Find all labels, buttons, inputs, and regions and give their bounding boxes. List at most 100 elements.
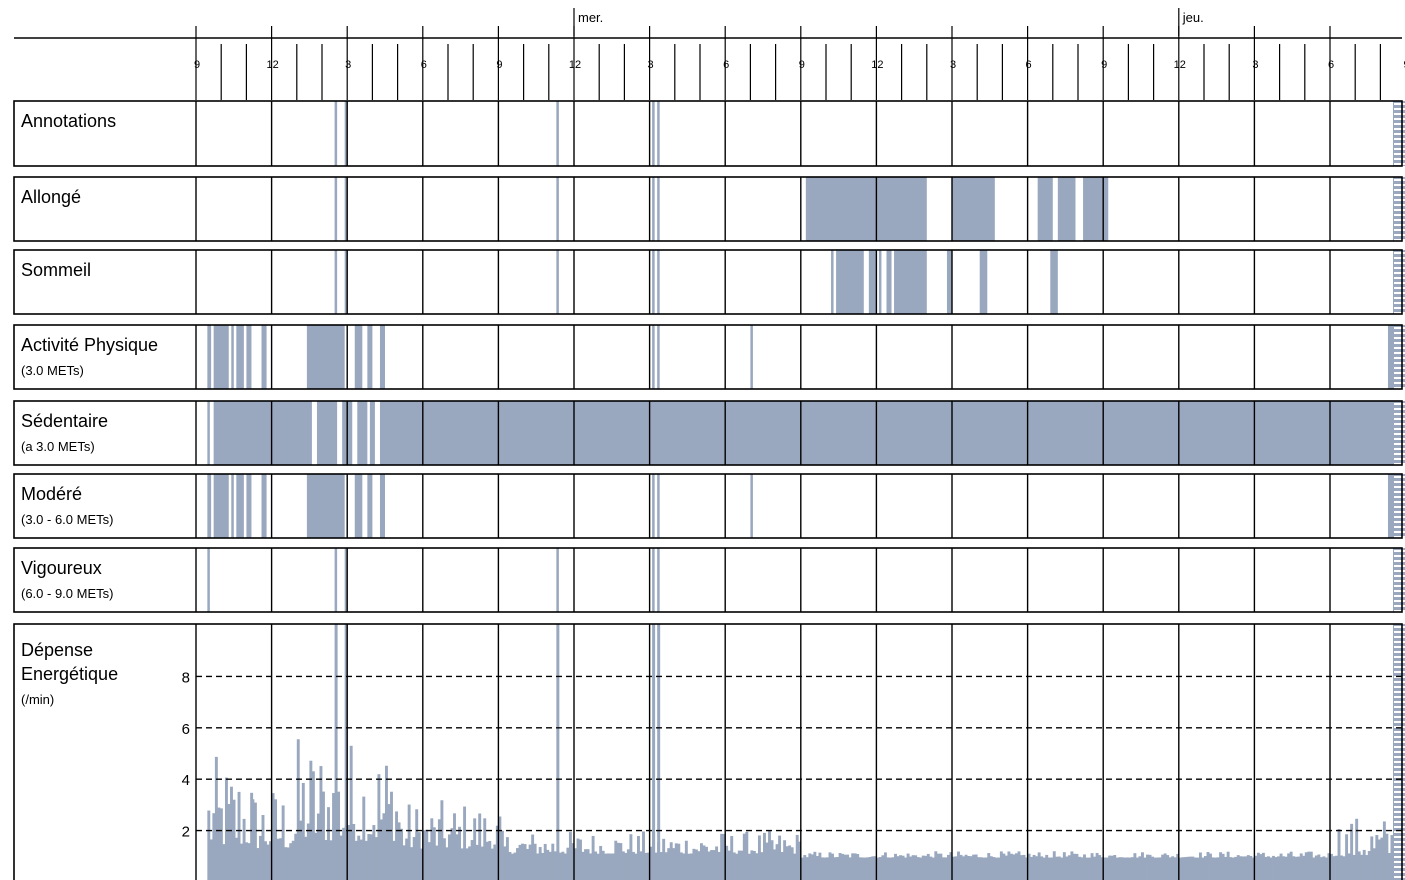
energy-bar	[415, 809, 419, 880]
energy-bar	[523, 844, 527, 880]
energy-bar	[1115, 857, 1119, 880]
energy-bar	[1173, 857, 1177, 880]
axis-tick-label: 3	[345, 59, 351, 71]
energy-bar	[1229, 857, 1233, 880]
bar-vigoureux-2	[344, 548, 348, 612]
energy-bar	[654, 852, 658, 880]
energy-bar	[1292, 856, 1296, 880]
axis-tick-label: 9	[1404, 59, 1405, 71]
energy-bar	[503, 846, 507, 880]
energy-bar	[329, 840, 333, 880]
bar-modere-1	[213, 474, 229, 538]
energy-bar	[1350, 823, 1354, 880]
energy-bar	[279, 838, 283, 880]
energy-bar	[309, 760, 313, 880]
energy-bar	[1057, 856, 1061, 880]
energy-bar	[227, 804, 231, 880]
energy-bar	[1327, 853, 1331, 880]
energy-bar	[1367, 850, 1371, 880]
energy-bar	[707, 851, 711, 880]
energy-bar	[274, 799, 278, 880]
energy-bar	[1088, 857, 1091, 880]
energy-bar	[453, 813, 456, 880]
energy-bar	[1022, 854, 1026, 880]
bar-activite-2	[231, 325, 234, 389]
energy-bar	[1234, 856, 1238, 880]
energy-bar	[926, 853, 930, 880]
energy-bar	[1015, 853, 1018, 880]
bar-vigoureux-1	[334, 548, 338, 612]
energy-bar	[944, 857, 948, 880]
energy-bar	[1191, 856, 1195, 880]
energy-bar	[349, 745, 353, 880]
energy-bar	[521, 843, 524, 880]
energy-bar	[1080, 857, 1084, 880]
energy-bar	[470, 840, 474, 880]
energy-bar	[319, 766, 323, 880]
axis-tick-label: 12	[266, 59, 278, 71]
energy-bar	[505, 837, 509, 880]
energy-bar	[1362, 849, 1366, 880]
energy-bar	[1216, 857, 1220, 880]
energy-bar	[1324, 857, 1328, 880]
energy-bar	[212, 813, 216, 880]
energy-bar	[964, 854, 968, 880]
energy-bar	[1211, 857, 1215, 880]
energy-bar	[997, 857, 1001, 880]
energy-bar	[385, 765, 388, 880]
energy-bar	[352, 823, 356, 880]
energy-bar	[1045, 854, 1049, 880]
energy-bar	[337, 791, 341, 880]
energy-bar	[1385, 833, 1389, 880]
energy-bar	[954, 856, 958, 880]
energy-bar	[374, 837, 378, 880]
energy-bar	[1357, 851, 1361, 880]
energy-bar	[536, 853, 540, 880]
energy-bar	[763, 832, 766, 880]
energy-bar	[594, 851, 598, 880]
day-label-0: mer.	[578, 10, 603, 25]
panel-frame-vigoureux	[13, 547, 1403, 613]
energy-bar	[1070, 851, 1074, 880]
energy-bar	[979, 857, 983, 880]
energy-bar	[1027, 853, 1031, 880]
axis-tick-label: 6	[723, 59, 729, 71]
energy-bar	[1352, 854, 1356, 880]
energy-bar	[828, 852, 832, 880]
energy-bar	[207, 810, 211, 880]
energy-bar	[967, 856, 971, 880]
energy-bar	[584, 849, 587, 880]
energy-bar	[722, 833, 726, 880]
row-sublabel-vigoureux: (6.0 - 9.0 METs)	[21, 586, 113, 601]
energy-bar	[232, 799, 236, 880]
bar-vigoureux-0	[207, 548, 210, 612]
axis-tick-label: 6	[421, 59, 427, 71]
axis-tick-label: 12	[871, 59, 883, 71]
energy-bar	[269, 841, 272, 880]
energy-bar	[354, 840, 358, 880]
energy-bar	[669, 842, 673, 880]
energy-bar	[871, 856, 875, 880]
energy-bar	[1161, 854, 1165, 880]
energy-bar	[286, 847, 290, 880]
grid-layer	[13, 100, 1403, 880]
energy-bar	[700, 843, 703, 880]
energy-bar	[916, 857, 920, 880]
energy-bar	[1007, 851, 1011, 880]
energy-bar	[904, 857, 908, 880]
energy-bar	[432, 827, 436, 880]
energy-bar	[261, 815, 265, 880]
energy-bar	[442, 838, 446, 880]
bar-annotations-1	[344, 101, 348, 166]
axis-tick-label: 6	[1328, 59, 1334, 71]
energy-bar	[357, 835, 361, 880]
energy-bar	[500, 830, 504, 880]
energy-bar	[460, 848, 464, 880]
energy-bar	[342, 827, 346, 880]
energy-bar	[1017, 851, 1021, 880]
energy-bar	[332, 793, 335, 880]
energy-bar	[1176, 853, 1180, 880]
energy-bar	[637, 836, 640, 880]
energy-bar	[1110, 855, 1114, 880]
energy-bar	[574, 848, 577, 880]
